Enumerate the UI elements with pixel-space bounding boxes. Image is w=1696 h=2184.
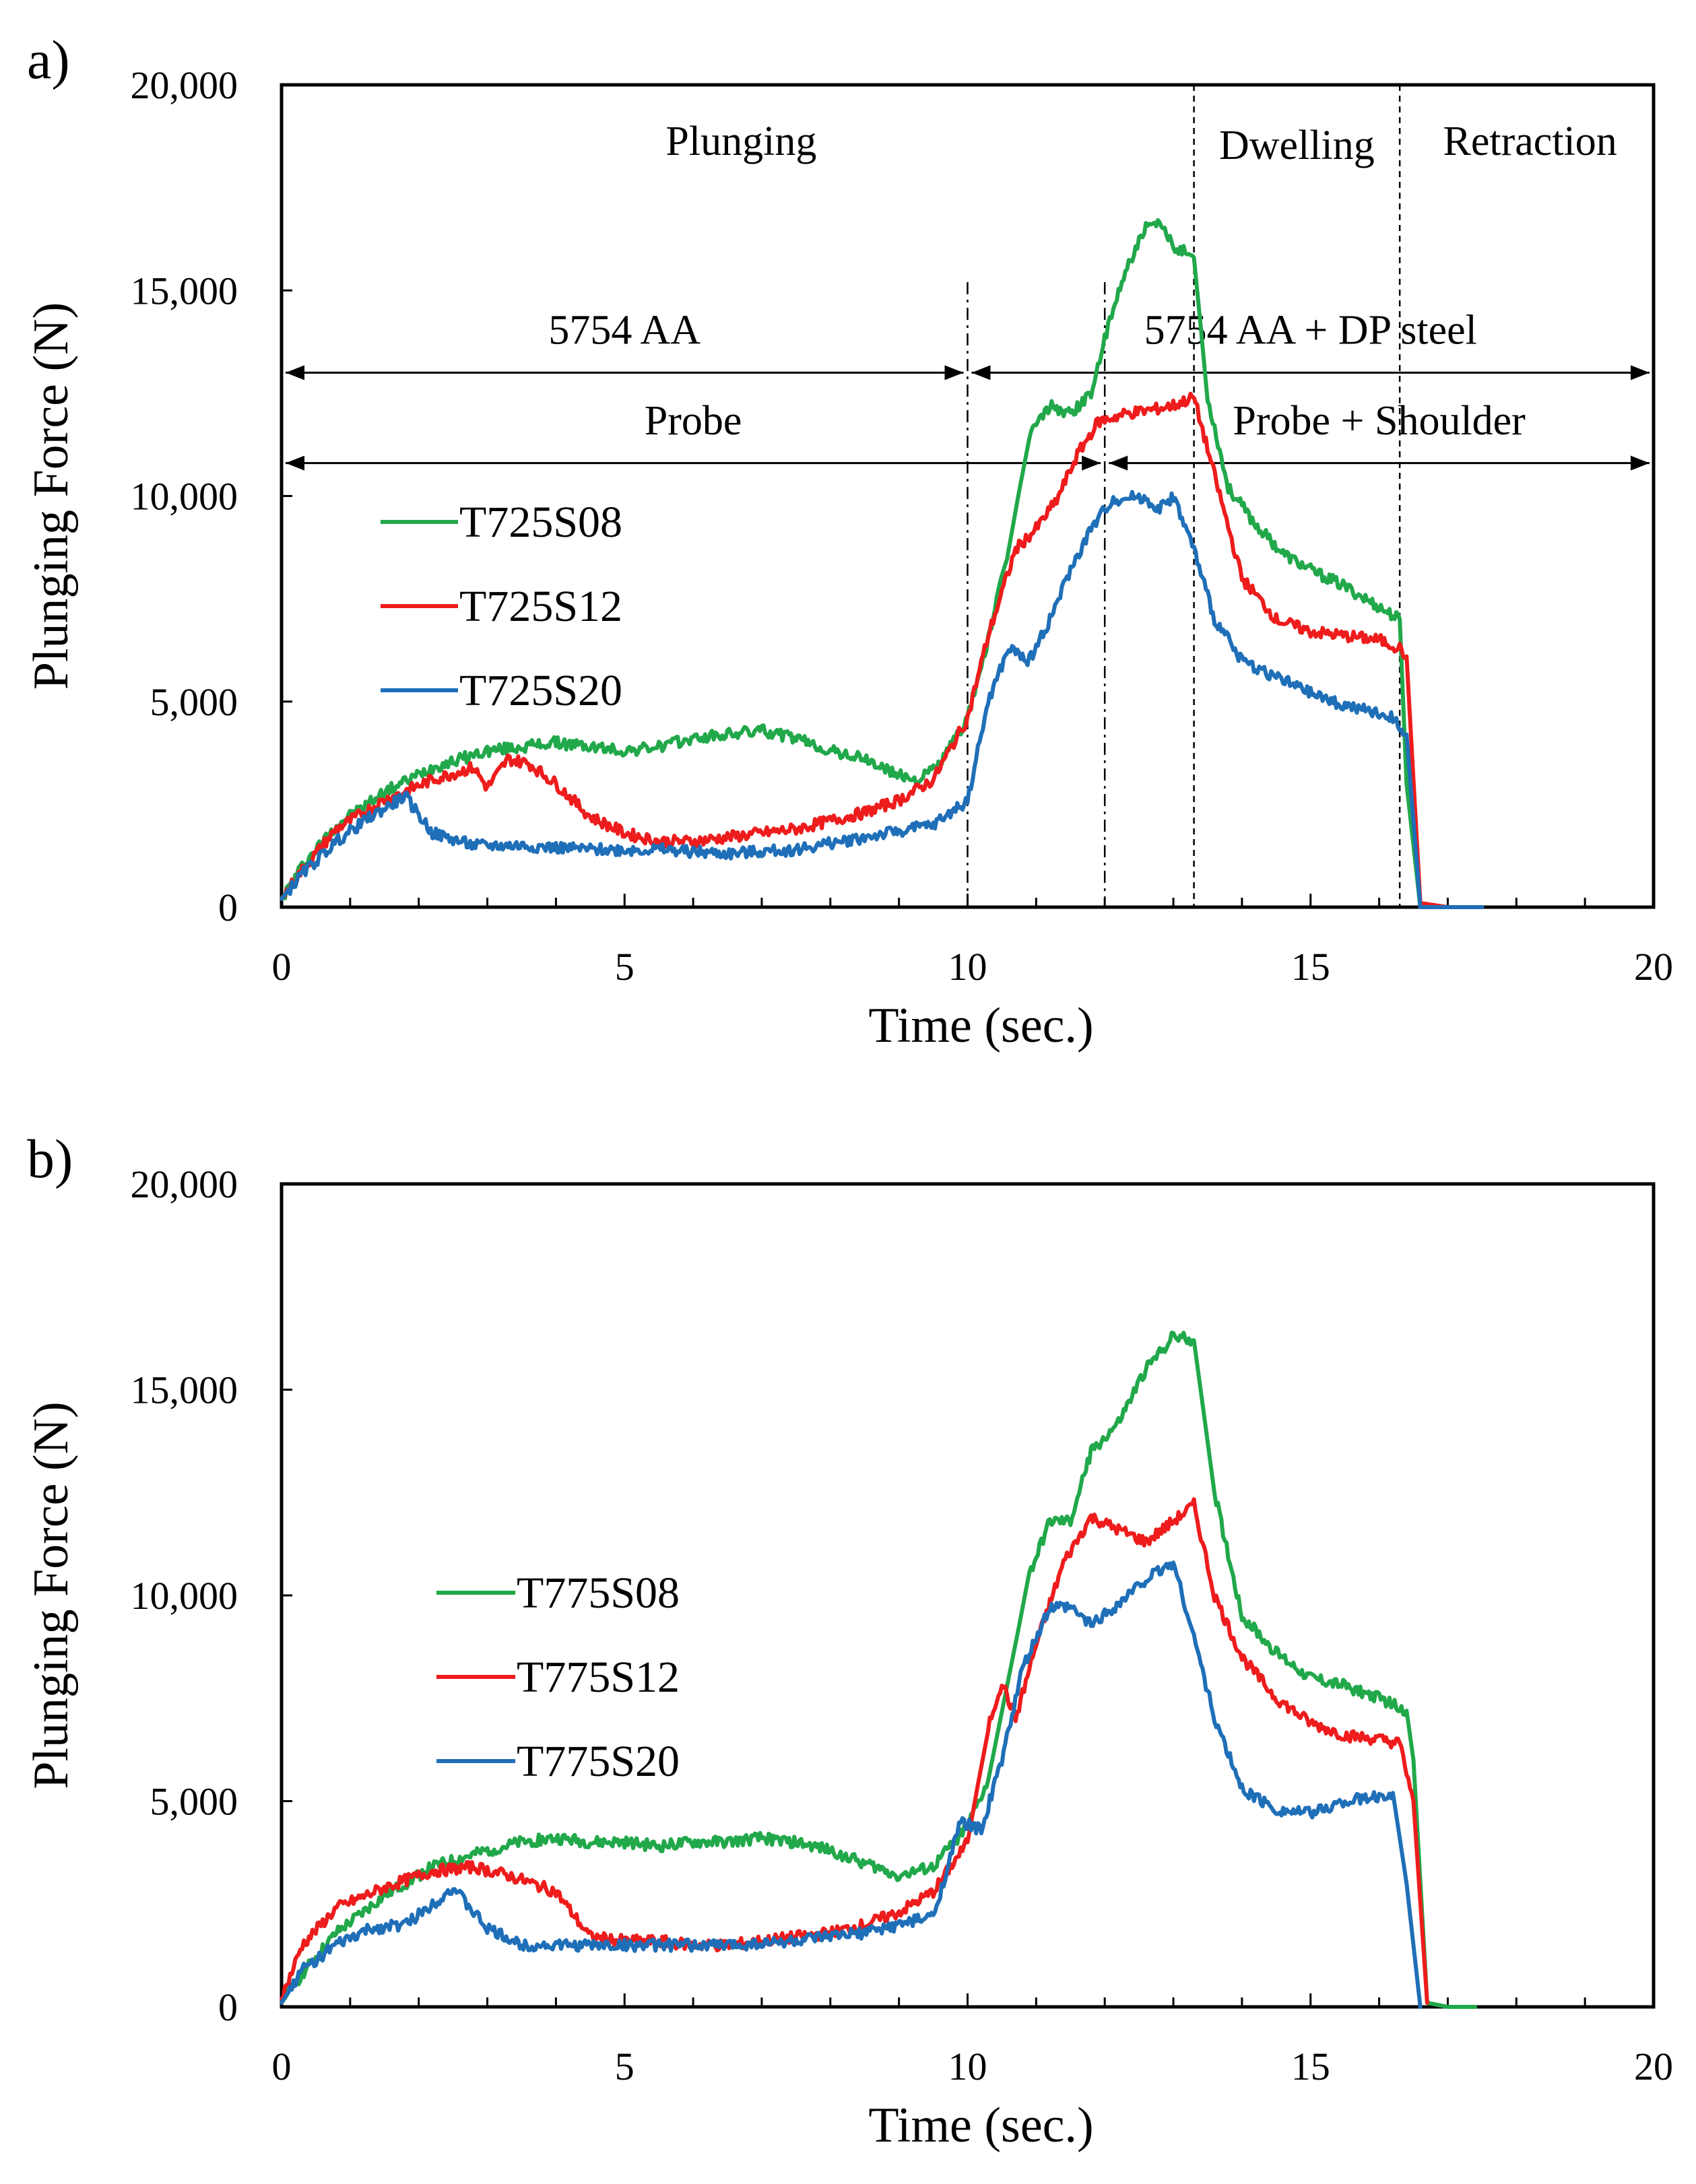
- series-line-T725S08: [280, 218, 1470, 909]
- series-line-T775S12: [280, 1497, 1429, 2005]
- legend-label: T775S08: [517, 1568, 680, 1618]
- span-arrowhead-right: [1631, 455, 1650, 471]
- span-arrowhead-right: [1631, 365, 1650, 380]
- y-axis-title: Plunging Force (N): [24, 1401, 79, 1789]
- panel-label: a): [27, 29, 70, 90]
- span-arrowhead-right: [944, 365, 964, 380]
- y-tick-label: 20,000: [131, 63, 238, 107]
- y-tick-label: 10,000: [131, 1574, 238, 1618]
- span-arrowhead-left: [286, 455, 304, 471]
- x-tick-label: 10: [948, 2045, 987, 2088]
- series-line-T725S12: [280, 391, 1470, 909]
- y-tick-label: 10,000: [131, 475, 238, 519]
- x-tick-label: 15: [1291, 945, 1330, 989]
- y-tick-label: 15,000: [131, 269, 238, 312]
- span-label: Probe: [645, 398, 742, 444]
- legend-label: T775S20: [517, 1737, 680, 1786]
- span-label: 5754 AA + DP steel: [1144, 308, 1477, 354]
- x-axis-title: Time (sec.): [868, 2098, 1093, 2153]
- legend-label: T775S12: [517, 1653, 680, 1702]
- series-line-T775S08: [280, 1330, 1478, 2009]
- span-arrowhead-left: [971, 365, 991, 380]
- y-tick-label: 15,000: [131, 1368, 238, 1412]
- y-axis-title: Plunging Force (N): [24, 302, 79, 690]
- span-arrowhead-left: [286, 365, 304, 380]
- phase-label: Plunging: [665, 119, 816, 164]
- x-axis-title: Time (sec.): [868, 998, 1093, 1053]
- y-tick-label: 5,000: [150, 1780, 238, 1824]
- x-tick-label: 0: [272, 2045, 292, 2088]
- legend-label: T725S12: [459, 582, 622, 631]
- series-line-T725S20: [280, 490, 1485, 909]
- x-tick-label: 15: [1291, 2045, 1330, 2088]
- phase-label: Retraction: [1443, 119, 1617, 164]
- span-label: Probe + Shoulder: [1233, 398, 1526, 444]
- panel-b: 0 5,000 10,000 15,000 20,000 0 5 10 15 20 Time (se…: [24, 1128, 1673, 2153]
- span-arrowhead-left: [1109, 455, 1128, 471]
- span-label: 5754 AA: [548, 308, 700, 354]
- panel-a: 0 5,000 10,000 15,000 20,000 0 5 10 15 20 Time (se…: [24, 29, 1673, 1053]
- x-tick-label: 20: [1634, 2045, 1673, 2088]
- x-tick-label: 0: [272, 945, 292, 989]
- x-tick-label: 10: [948, 945, 987, 989]
- phase-label: Dwelling: [1219, 123, 1375, 168]
- x-tick-label: 5: [615, 2045, 634, 2088]
- legend-label: T725S20: [459, 666, 622, 715]
- y-tick-label: 5,000: [150, 680, 238, 724]
- span-arrowhead-right: [1082, 455, 1101, 471]
- plot-frame: [280, 1182, 1656, 2009]
- x-tick-label: 20: [1634, 945, 1673, 989]
- panel-label: b): [27, 1128, 73, 1189]
- series-line-T775S20: [280, 1560, 1423, 2009]
- y-tick-label: 0: [218, 1985, 238, 2029]
- y-tick-label: 20,000: [131, 1162, 238, 1206]
- x-tick-label: 5: [615, 945, 634, 989]
- y-tick-label: 0: [218, 886, 238, 929]
- legend-label: T725S08: [459, 498, 622, 547]
